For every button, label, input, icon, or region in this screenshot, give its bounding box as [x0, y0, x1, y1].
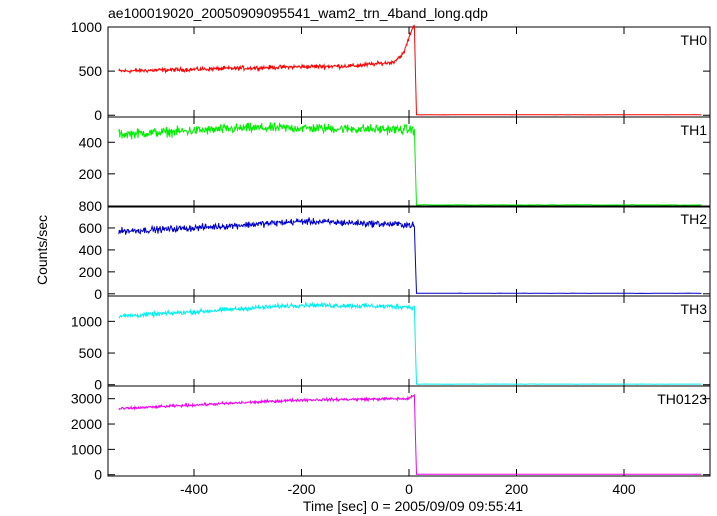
chart-title: ae100019020_20050909095541_wam2_trn_4ban…: [108, 5, 488, 21]
y-tick-label: 400: [79, 134, 103, 150]
panel-th2: 0 200 400 600 800 TH2: [79, 198, 711, 302]
y-tick-label: 0: [94, 467, 102, 483]
panel-frame: [107, 385, 711, 477]
panel-th0123: 0 1000 2000 3000 TH0123: [71, 385, 711, 483]
y-tick-label: 200: [79, 166, 103, 182]
x-tick-label: -200: [287, 481, 315, 497]
panel-frame: [107, 295, 711, 387]
y-tick-label: 2000: [71, 416, 102, 432]
y-axis-title: Counts/sec: [34, 215, 50, 285]
y-tick-label: 3000: [71, 391, 102, 407]
series-line-th1: [118, 122, 702, 206]
y-tick-label: 0: [94, 377, 102, 393]
y-tick-label: 1000: [71, 19, 102, 35]
y-tick-label: 0: [94, 286, 102, 302]
panel-frame: [107, 205, 711, 297]
panel-label: TH0: [681, 32, 708, 48]
panel-label: TH1: [681, 122, 708, 138]
series-line-th0123: [118, 393, 702, 475]
series-line-th2: [118, 217, 702, 294]
panel-label: TH0123: [657, 391, 707, 407]
y-tick-label: 0: [94, 107, 102, 123]
y-tick-label: 400: [79, 242, 103, 258]
x-tick-label: 200: [505, 481, 529, 497]
panel-label: TH2: [681, 211, 708, 227]
panel-th0: 0 500 1000 TH0: [71, 19, 711, 123]
x-tick-label: 0: [405, 481, 413, 497]
x-axis-title: Time [sec] 0 = 2005/09/09 09:55:41: [303, 498, 523, 514]
panel-th3: 0 500 1000 TH3: [71, 295, 711, 393]
series-line-th3: [118, 301, 702, 385]
panel-th1: 200 400 TH1: [79, 116, 711, 208]
y-tick-label: 500: [79, 63, 103, 79]
x-tick-label: -400: [180, 481, 208, 497]
series-line-th0: [118, 24, 702, 116]
y-tick-label: 1000: [71, 441, 102, 457]
panel-label: TH3: [681, 301, 708, 317]
x-tick-label: 400: [612, 481, 636, 497]
panels-group: 0 500 1000 TH0 200 400 TH1 0 200 400 600 800 TH2 0 500…: [71, 19, 711, 497]
y-tick-label: 500: [79, 345, 103, 361]
y-tick-label: 600: [79, 220, 103, 236]
y-tick-label: 1000: [71, 313, 102, 329]
y-tick-label: 200: [79, 264, 103, 280]
y-tick-label: 800: [79, 198, 103, 214]
